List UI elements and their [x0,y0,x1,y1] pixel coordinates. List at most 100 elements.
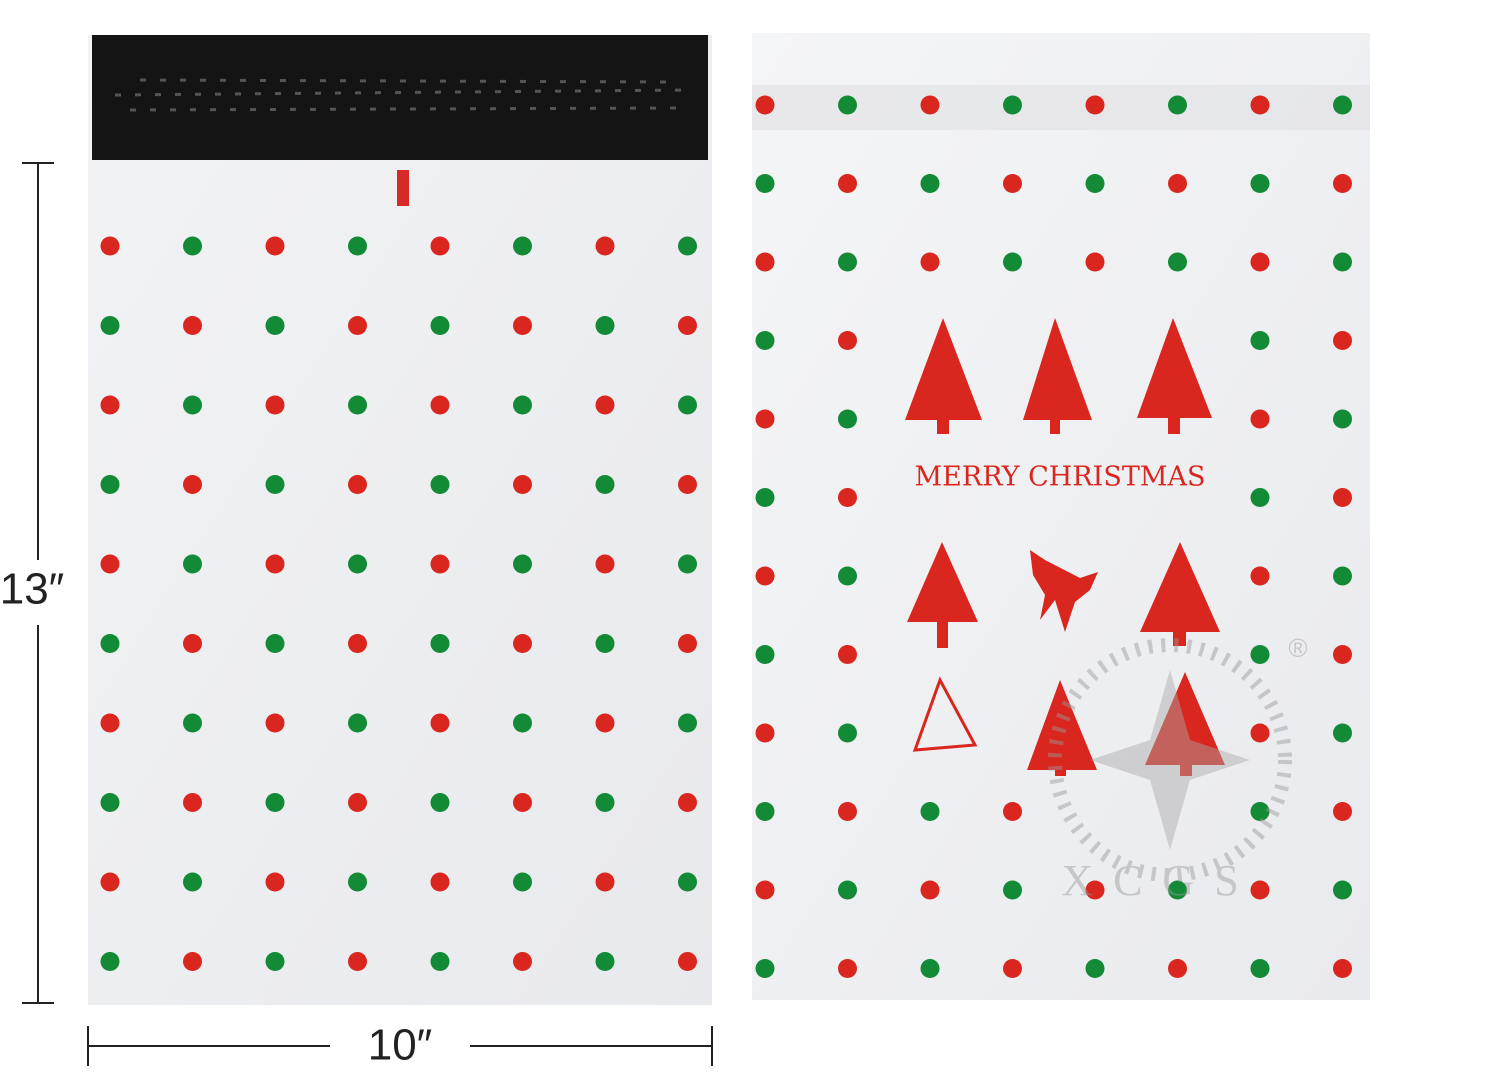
polka-dot [265,952,285,971]
polka-dot [183,395,202,415]
polka-dot [183,713,202,733]
polka-dot [183,634,202,653]
polka-dot [755,880,775,900]
polka-dot [838,331,857,350]
polka-dot [430,952,450,971]
polka-dot [678,316,697,335]
tree [1023,318,1092,434]
tree-outline [912,676,978,752]
polka-dot [838,959,857,978]
polka-dot [513,634,532,653]
polka-dot [265,316,285,335]
polka-dot [265,395,285,415]
bag-body [752,33,1370,1000]
polka-dot [513,395,532,415]
polka-dot [430,713,450,733]
polka-dot [100,872,120,892]
polka-dot [1250,331,1270,350]
polka-dot [348,554,367,574]
polka-dot [348,634,367,653]
tree-graphics [905,318,1225,776]
watermark-text: XCGS [1061,856,1258,905]
polka-dot [430,316,450,335]
polka-dot [920,880,940,900]
polka-dot [595,713,615,733]
polka-dot [755,959,775,978]
polka-dot [1250,488,1270,507]
polka-dot [1250,645,1270,664]
polka-dot [100,554,120,574]
polka-dot [755,566,775,586]
polka-dot [1333,566,1352,586]
polka-dot [183,793,202,812]
polka-dot [513,316,532,335]
polka-dot [1085,95,1105,115]
polka-dot [595,316,615,335]
polka-dot [1168,880,1187,900]
polka-dot [1003,174,1022,193]
polka-dot [678,872,697,892]
polka-dot [1333,723,1352,743]
polka-dot [100,236,120,256]
polka-dot [678,475,697,494]
polka-dot [920,959,940,978]
polka-dot [513,952,532,971]
polka-dot [1085,880,1105,900]
watermark: XCGS ® [1048,633,1308,905]
polka-dot [430,475,450,494]
polka-dot [1250,95,1270,115]
tree [905,318,982,434]
polka-dot [595,952,615,971]
polka-dot [100,793,120,812]
polka-dot [1085,252,1105,272]
polka-dot [1003,880,1022,900]
polka-dot [1250,959,1270,978]
polka-dot [678,793,697,812]
polka-dot [348,316,367,335]
polka-dot [265,236,285,256]
polka-dot [348,713,367,733]
polka-dot [678,952,697,971]
polka-dot [595,554,615,574]
polka-dot [838,409,857,429]
polka-dot [838,723,857,743]
polka-dot [595,236,615,256]
polka-dot [678,634,697,653]
polka-dot [100,395,120,415]
adhesive-strip [92,35,708,160]
polka-dot [838,174,857,193]
watermark-ring [1048,638,1292,882]
polka-dot [1250,252,1270,272]
height-label: 13″ [0,565,64,614]
polka-dot [100,475,120,494]
dot-pattern [755,95,1352,978]
polka-dot [348,395,367,415]
watermark-star [1090,670,1250,850]
polka-dot [1003,95,1022,115]
greeting-text: MERRY CHRISTMAS [915,462,1206,493]
polka-dot [1168,959,1187,978]
polka-dot [1333,959,1352,978]
polka-dot [595,793,615,812]
polka-dot [1333,252,1352,272]
polka-dot [1333,174,1352,193]
polka-dot [183,554,202,574]
polka-dot [1250,723,1270,743]
polka-dot [1333,331,1352,350]
polka-dot [513,713,532,733]
polka-dot [513,872,532,892]
registered-mark: ® [1288,633,1307,663]
polka-dot [678,395,697,415]
polka-dot [265,793,285,812]
right-mailer: MERRY CHRISTMAS XCGS ® [752,33,1370,1000]
polka-dot [100,634,120,653]
polka-dot [430,872,450,892]
polka-dot [678,713,697,733]
polka-dot [1250,880,1270,900]
tear-marker [397,170,409,206]
tree [1027,680,1097,776]
polka-dot [755,645,775,664]
polka-dot [348,872,367,892]
polka-dot [595,395,615,415]
polka-dot [348,952,367,971]
